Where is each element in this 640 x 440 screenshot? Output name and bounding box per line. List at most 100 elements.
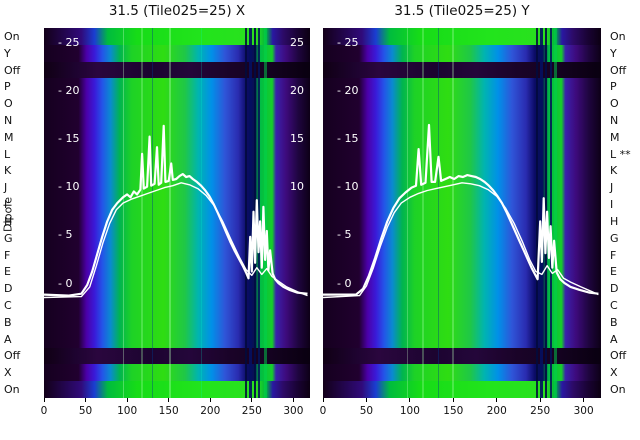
heatmap-row	[44, 381, 310, 398]
beam-response-main	[44, 124, 308, 297]
heatmap-stripe	[554, 28, 558, 398]
dipole-label: G	[610, 231, 619, 245]
beam-response-secondary	[323, 182, 599, 299]
x-tick-label: 100	[117, 405, 138, 417]
heatmap-row	[323, 246, 601, 265]
db-tick-label-left: - 20	[58, 83, 80, 97]
db-tick-label-left: - 0	[337, 276, 352, 290]
dipole-label: E	[610, 265, 617, 279]
heatmap-row	[44, 297, 310, 315]
heatmap-row	[44, 162, 310, 180]
beam-response-main	[323, 123, 599, 296]
heatmap-row	[44, 61, 310, 80]
heatmap-row	[323, 128, 601, 147]
dipole-label: G	[4, 231, 13, 245]
heatmap-stripe	[123, 28, 125, 398]
heatmap-plot-y: - 25 - 20 - 15 - 10 - 5 - 0 0 50 100 150 200 250 300	[320, 28, 601, 417]
dipole-label: H	[610, 214, 619, 228]
dipole-label: N	[4, 114, 13, 127]
heatmap-stripe	[421, 28, 424, 398]
x-tick	[409, 398, 411, 402]
db-tick-label-left: - 0	[58, 276, 73, 290]
x-tick-label: 150	[443, 405, 464, 417]
heatmap-row	[44, 246, 310, 265]
x-tick	[322, 398, 324, 402]
dipole-label: N	[610, 114, 619, 127]
dipole-label: E	[4, 265, 11, 279]
dipole-label: M	[4, 130, 14, 144]
dipole-label: K	[4, 164, 12, 178]
db-tick-label-left: - 20	[337, 83, 359, 97]
heatmap-row	[44, 28, 310, 46]
heatmap-row	[44, 78, 310, 96]
dipole-label: Y	[4, 46, 11, 60]
dipole-label: M	[610, 130, 620, 144]
heatmap-row	[323, 330, 601, 349]
heatmap-row	[323, 145, 601, 164]
heatmap-row	[323, 381, 601, 398]
db-tick-label-right: 15	[290, 131, 304, 145]
heatmap-row	[323, 297, 601, 315]
heatmap-stripe	[258, 28, 261, 398]
x-tick-label: 250	[530, 405, 551, 417]
heatmap-row	[323, 364, 601, 382]
heatmap-area: - 25 - 20 - 15 - 10 - 5 - 0 25 20 15 10	[44, 28, 310, 398]
dipole-label: Off	[610, 349, 627, 363]
heatmap-row	[44, 95, 310, 113]
dipole-labels-left: On Y Off P O N M L K J I H G F E D C B A Off X On	[4, 28, 42, 398]
dipole-label: L	[4, 147, 11, 161]
heatmap-row	[323, 95, 601, 113]
x-tick-label: 0	[40, 405, 48, 417]
x-tick	[85, 398, 87, 402]
db-tick-label-left: - 15	[337, 131, 359, 145]
x-tick	[209, 398, 211, 402]
heatmap-stripe	[438, 28, 440, 398]
db-tick-label-left: - 15	[58, 131, 80, 145]
heatmap-row	[44, 44, 310, 63]
x-tick	[539, 398, 541, 402]
dipole-label: Off	[4, 63, 21, 77]
heatmap-row	[323, 78, 601, 96]
x-tick-label: 100	[399, 405, 420, 417]
beam-curve-svg	[44, 124, 308, 299]
heatmap-stripe	[406, 28, 408, 398]
db-tick-label-left: - 25	[58, 35, 80, 49]
x-tick	[292, 398, 294, 402]
x-tick-label: 150	[158, 405, 179, 417]
heatmap-row	[323, 28, 601, 46]
dipole-label: On	[610, 383, 626, 397]
dipole-label: O	[4, 97, 13, 111]
heatmap-stripe	[254, 28, 257, 398]
dipole-label: X	[4, 366, 12, 380]
heatmap-row	[323, 313, 601, 332]
heatmap-stripe	[539, 28, 543, 398]
dipole-label: I	[610, 198, 614, 212]
heatmap-row	[44, 229, 310, 248]
plot-title-x: 31.5 (Tile025=25) X	[108, 3, 246, 19]
heatmap-row	[44, 213, 310, 231]
x-tick	[126, 398, 128, 402]
x-tick-label: 200	[486, 405, 507, 417]
heatmap-stripe	[152, 28, 154, 398]
heatmap-row	[44, 330, 310, 349]
heatmap-row	[44, 128, 310, 147]
x-tick	[251, 398, 253, 402]
dipole-labels-right: On Y Off P O N M L ** K J I H G F E D C B A Off X On	[610, 28, 640, 398]
dipole-label: On	[4, 29, 20, 43]
heatmap-stripe	[244, 28, 247, 398]
dipole-label: C	[4, 299, 12, 312]
dipole-label: D	[4, 282, 13, 296]
dipole-label: F	[610, 248, 617, 262]
x-tick-label: 0	[319, 405, 327, 417]
dipole-label: L **	[610, 147, 631, 161]
heatmap-row	[44, 347, 310, 365]
heatmap-row	[44, 364, 310, 382]
x-tick-label: 50	[359, 405, 374, 417]
heatmap-stripe	[200, 28, 202, 398]
db-tick-label-left: - 10	[58, 180, 80, 194]
heatmap-stripe	[452, 28, 455, 398]
x-tick-label: 250	[241, 405, 262, 417]
db-tick-label-left: - 10	[337, 180, 359, 194]
heatmap-row	[323, 112, 601, 130]
